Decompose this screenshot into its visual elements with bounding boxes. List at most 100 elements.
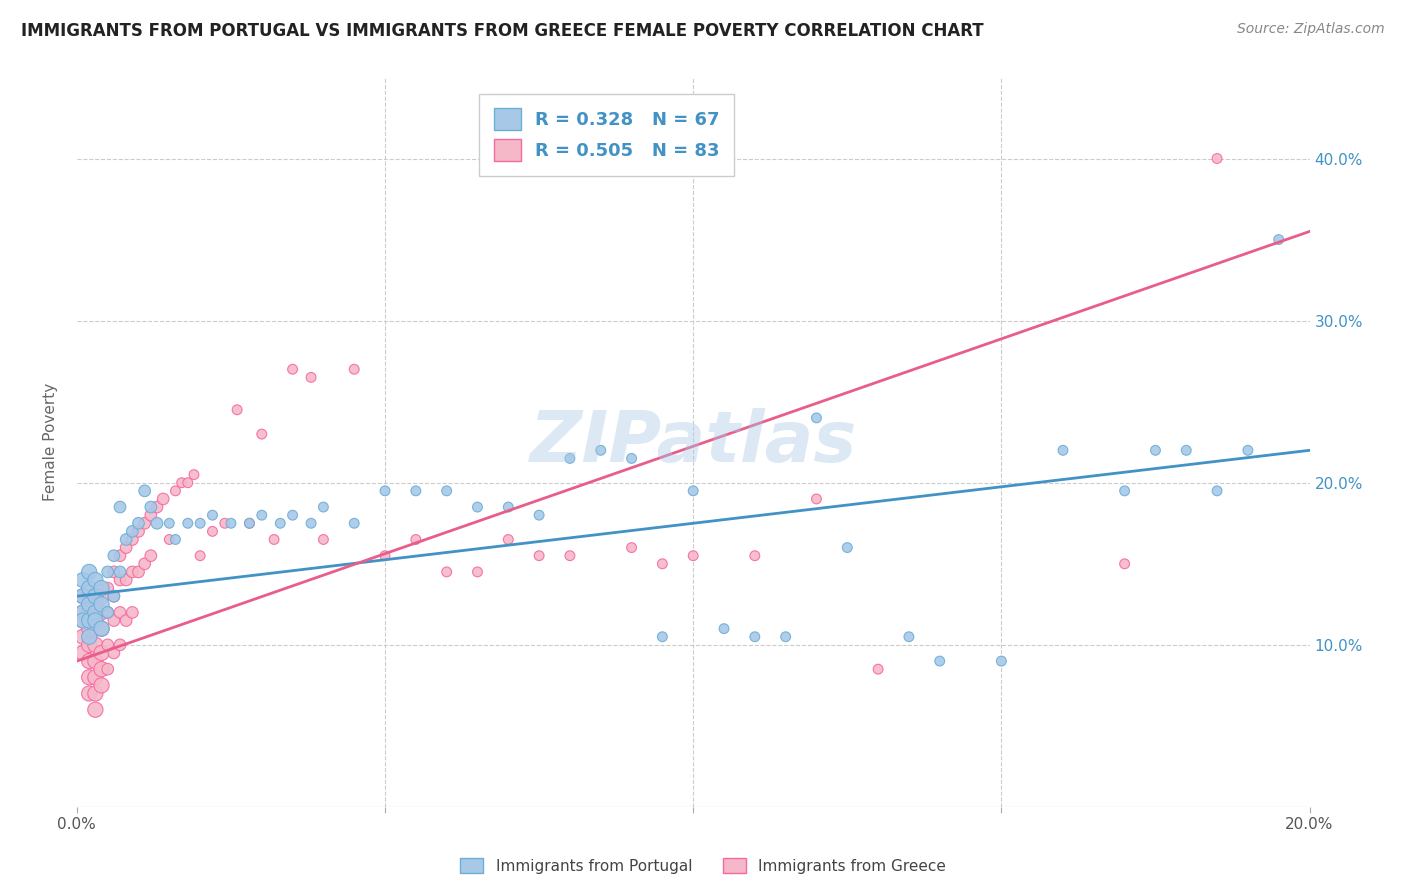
Point — [374, 483, 396, 498]
Point — [103, 589, 125, 603]
Point — [84, 589, 107, 603]
Point — [744, 630, 766, 644]
Point — [115, 533, 138, 547]
Point — [77, 598, 100, 612]
Point — [97, 606, 120, 620]
Point — [405, 483, 427, 498]
Point — [1206, 152, 1229, 166]
Point — [72, 630, 94, 644]
Point — [1052, 443, 1074, 458]
Point — [188, 549, 211, 563]
Point — [77, 686, 100, 700]
Point — [214, 516, 236, 531]
Point — [928, 654, 950, 668]
Point — [558, 451, 581, 466]
Point — [90, 662, 112, 676]
Point — [84, 670, 107, 684]
Point — [121, 533, 143, 547]
Point — [84, 622, 107, 636]
Point — [128, 524, 150, 539]
Point — [1267, 233, 1289, 247]
Legend: R = 0.328   N = 67, R = 0.505   N = 83: R = 0.328 N = 67, R = 0.505 N = 83 — [479, 94, 734, 176]
Point — [84, 654, 107, 668]
Point — [90, 622, 112, 636]
Point — [558, 549, 581, 563]
Point — [299, 370, 322, 384]
Point — [84, 638, 107, 652]
Point — [269, 516, 291, 531]
Point — [219, 516, 242, 531]
Text: IMMIGRANTS FROM PORTUGAL VS IMMIGRANTS FROM GREECE FEMALE POVERTY CORRELATION CH: IMMIGRANTS FROM PORTUGAL VS IMMIGRANTS F… — [21, 22, 984, 40]
Point — [498, 533, 520, 547]
Point — [72, 606, 94, 620]
Point — [77, 565, 100, 579]
Point — [806, 410, 828, 425]
Point — [312, 500, 335, 514]
Point — [134, 483, 156, 498]
Point — [250, 427, 273, 442]
Point — [343, 362, 366, 376]
Point — [146, 500, 169, 514]
Point — [72, 606, 94, 620]
Point — [250, 508, 273, 523]
Point — [263, 533, 285, 547]
Point — [108, 549, 131, 563]
Point — [238, 516, 260, 531]
Point — [620, 451, 643, 466]
Point — [312, 533, 335, 547]
Point — [201, 524, 224, 539]
Point — [374, 549, 396, 563]
Point — [226, 402, 249, 417]
Point — [103, 565, 125, 579]
Point — [527, 508, 550, 523]
Point — [108, 573, 131, 587]
Point — [620, 541, 643, 555]
Point — [84, 606, 107, 620]
Point — [103, 589, 125, 603]
Point — [165, 533, 187, 547]
Point — [436, 483, 458, 498]
Point — [108, 565, 131, 579]
Point — [146, 516, 169, 531]
Point — [115, 541, 138, 555]
Point — [77, 581, 100, 595]
Point — [467, 565, 489, 579]
Y-axis label: Female Poverty: Female Poverty — [44, 383, 58, 501]
Point — [139, 500, 162, 514]
Point — [1144, 443, 1167, 458]
Point — [84, 703, 107, 717]
Point — [90, 581, 112, 595]
Point — [72, 614, 94, 628]
Point — [72, 614, 94, 628]
Point — [1114, 483, 1136, 498]
Point — [165, 483, 187, 498]
Point — [139, 508, 162, 523]
Point — [170, 475, 193, 490]
Point — [72, 589, 94, 603]
Point — [72, 646, 94, 660]
Text: Source: ZipAtlas.com: Source: ZipAtlas.com — [1237, 22, 1385, 37]
Point — [183, 467, 205, 482]
Point — [115, 573, 138, 587]
Text: ZIPatlas: ZIPatlas — [530, 408, 856, 476]
Point — [90, 606, 112, 620]
Point — [77, 638, 100, 652]
Point — [103, 646, 125, 660]
Point — [152, 491, 174, 506]
Point — [744, 549, 766, 563]
Point — [97, 565, 120, 579]
Point — [498, 500, 520, 514]
Point — [108, 606, 131, 620]
Point — [1175, 443, 1198, 458]
Point — [121, 565, 143, 579]
Point — [1206, 483, 1229, 498]
Point — [238, 516, 260, 531]
Point — [436, 565, 458, 579]
Point — [281, 508, 304, 523]
Point — [405, 533, 427, 547]
Point — [157, 516, 180, 531]
Legend: Immigrants from Portugal, Immigrants from Greece: Immigrants from Portugal, Immigrants fro… — [454, 852, 952, 880]
Point — [682, 483, 704, 498]
Point — [84, 573, 107, 587]
Point — [84, 686, 107, 700]
